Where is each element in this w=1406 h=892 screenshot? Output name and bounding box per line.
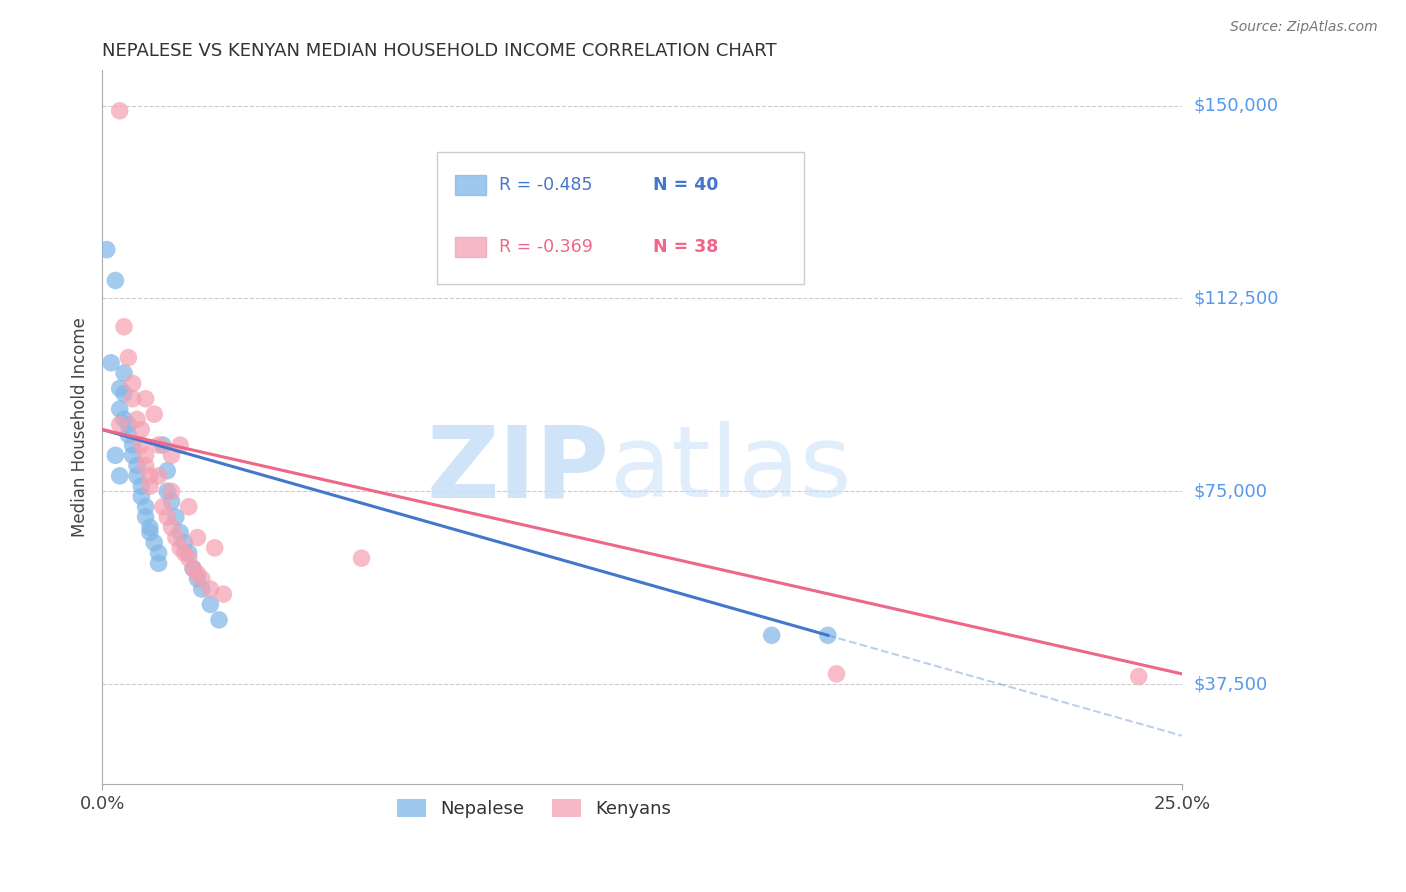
Point	[200, 598, 222, 612]
Text: NEPALESE VS KENYAN MEDIAN HOUSEHOLD INCOME CORRELATION CHART: NEPALESE VS KENYAN MEDIAN HOUSEHOLD INCO…	[103, 42, 778, 60]
Point	[117, 351, 139, 365]
Point	[100, 356, 122, 370]
Point	[208, 613, 231, 627]
Text: R = -0.485: R = -0.485	[499, 177, 592, 194]
Point	[108, 382, 131, 396]
Text: N = 40: N = 40	[652, 177, 718, 194]
Point	[117, 427, 139, 442]
Point	[121, 448, 143, 462]
Point	[139, 520, 162, 534]
Point	[156, 484, 179, 499]
Point	[129, 438, 152, 452]
Point	[169, 438, 191, 452]
Point	[181, 561, 204, 575]
Point	[177, 551, 200, 566]
Point	[156, 510, 179, 524]
Point	[817, 628, 839, 642]
Point	[186, 531, 208, 545]
Point	[129, 490, 152, 504]
Point	[177, 500, 200, 514]
Point	[204, 541, 226, 555]
Point	[121, 438, 143, 452]
Point	[135, 510, 157, 524]
Point	[190, 572, 212, 586]
Point	[143, 535, 166, 549]
Point	[177, 546, 200, 560]
Point	[212, 587, 235, 601]
Point	[135, 458, 157, 473]
Point	[121, 376, 143, 391]
Point	[108, 402, 131, 417]
Point	[200, 582, 222, 596]
Text: Source: ZipAtlas.com: Source: ZipAtlas.com	[1230, 20, 1378, 34]
Bar	[456, 176, 485, 195]
Point	[139, 469, 162, 483]
Point	[104, 273, 127, 287]
Point	[112, 366, 135, 380]
Text: N = 38: N = 38	[652, 238, 718, 256]
Point	[135, 500, 157, 514]
Text: $37,500: $37,500	[1194, 675, 1267, 693]
Point	[160, 448, 183, 462]
Text: ZIP: ZIP	[427, 421, 610, 518]
Point	[173, 535, 195, 549]
Point	[169, 525, 191, 540]
Bar	[456, 237, 485, 257]
Point	[165, 531, 187, 545]
Point	[160, 494, 183, 508]
Point	[112, 386, 135, 401]
Point	[148, 438, 170, 452]
FancyBboxPatch shape	[437, 152, 804, 284]
Point	[108, 469, 131, 483]
Point	[160, 484, 183, 499]
Point	[96, 243, 118, 257]
Text: $150,000: $150,000	[1194, 96, 1278, 115]
Text: $75,000: $75,000	[1194, 483, 1267, 500]
Point	[125, 458, 148, 473]
Point	[129, 423, 152, 437]
Point	[186, 572, 208, 586]
Point	[108, 103, 131, 118]
Point	[169, 541, 191, 555]
Point	[117, 417, 139, 432]
Point	[121, 392, 143, 406]
Text: R = -0.369: R = -0.369	[499, 238, 592, 256]
Point	[1128, 669, 1150, 683]
Point	[761, 628, 783, 642]
Point	[135, 448, 157, 462]
Point	[112, 319, 135, 334]
Point	[148, 557, 170, 571]
Point	[152, 438, 174, 452]
Point	[135, 392, 157, 406]
Point	[186, 566, 208, 581]
Text: atlas: atlas	[610, 421, 852, 518]
Point	[825, 666, 848, 681]
Point	[160, 520, 183, 534]
Point	[165, 510, 187, 524]
Point	[152, 500, 174, 514]
Point	[350, 551, 373, 566]
Point	[190, 582, 212, 596]
Point	[181, 561, 204, 575]
Point	[139, 525, 162, 540]
Point	[112, 412, 135, 426]
Point	[104, 448, 127, 462]
Point	[143, 407, 166, 421]
Point	[108, 417, 131, 432]
Point	[156, 464, 179, 478]
Y-axis label: Median Household Income: Median Household Income	[72, 317, 89, 537]
Point	[125, 469, 148, 483]
Legend: Nepalese, Kenyans: Nepalese, Kenyans	[391, 792, 678, 825]
Point	[129, 479, 152, 493]
Point	[148, 469, 170, 483]
Point	[173, 546, 195, 560]
Point	[139, 479, 162, 493]
Point	[125, 412, 148, 426]
Point	[148, 546, 170, 560]
Text: $112,500: $112,500	[1194, 290, 1278, 308]
